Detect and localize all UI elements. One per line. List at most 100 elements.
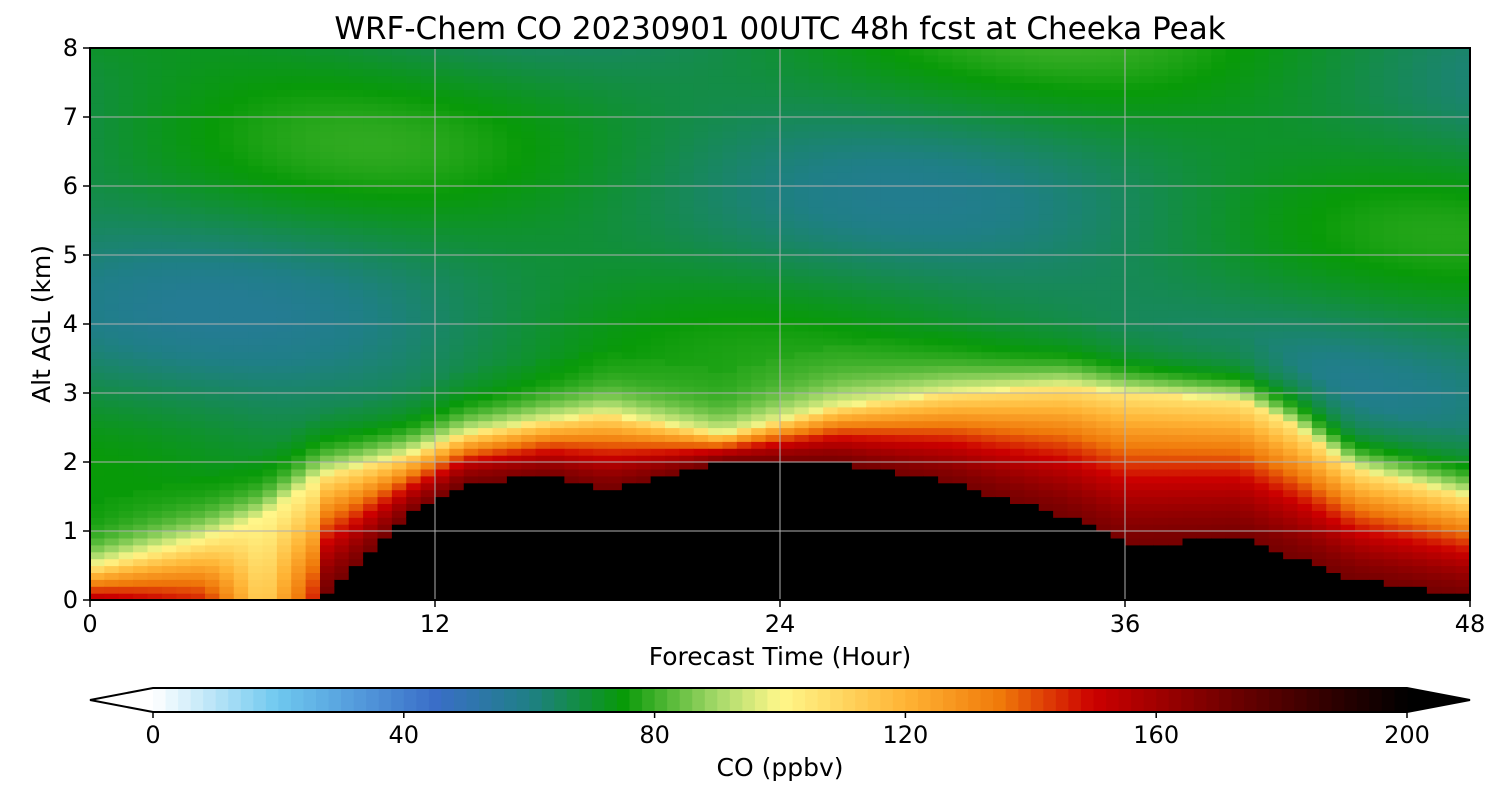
field-cell bbox=[435, 531, 450, 539]
field-cell bbox=[866, 324, 882, 332]
field-cell bbox=[823, 524, 839, 532]
field-cell bbox=[248, 172, 264, 180]
field-cell bbox=[693, 123, 709, 132]
field-cell bbox=[909, 296, 925, 304]
field-cell bbox=[449, 537, 465, 546]
field-cell bbox=[981, 531, 997, 539]
field-cell bbox=[751, 475, 767, 484]
field-cell bbox=[305, 379, 321, 387]
field-cell bbox=[765, 379, 781, 387]
field-cell bbox=[981, 579, 997, 587]
field-cell bbox=[794, 386, 810, 394]
field-cell bbox=[90, 579, 105, 587]
field-cell bbox=[420, 544, 436, 553]
field-cell bbox=[765, 572, 781, 580]
field-cell bbox=[118, 282, 134, 291]
field-cell bbox=[535, 234, 551, 242]
field-cell bbox=[880, 317, 896, 325]
field-cell bbox=[650, 103, 666, 111]
field-cell bbox=[305, 241, 321, 249]
field-cell bbox=[794, 296, 810, 304]
field-cell bbox=[190, 572, 206, 580]
field-cell bbox=[305, 427, 321, 435]
field-cell bbox=[348, 324, 364, 332]
field-cell bbox=[650, 579, 666, 587]
field-cell bbox=[435, 268, 450, 277]
field-cell bbox=[966, 130, 982, 139]
field-cell bbox=[909, 172, 925, 180]
field-cell bbox=[406, 179, 422, 187]
field-cell bbox=[895, 406, 910, 415]
field-cell bbox=[190, 68, 206, 77]
field-cell bbox=[665, 234, 680, 242]
field-cell bbox=[966, 220, 982, 228]
field-cell bbox=[851, 565, 867, 573]
field-cell bbox=[564, 227, 580, 235]
field-cell bbox=[190, 496, 206, 504]
field-cell bbox=[693, 337, 709, 346]
field-cell bbox=[104, 303, 120, 311]
field-cell bbox=[406, 303, 422, 311]
field-cell bbox=[176, 379, 192, 387]
field-cell bbox=[593, 427, 609, 435]
field-cell bbox=[535, 386, 551, 394]
field-cell bbox=[190, 475, 206, 484]
field-cell bbox=[291, 296, 307, 304]
field-cell bbox=[521, 503, 537, 511]
field-cell bbox=[248, 268, 264, 277]
field-cell bbox=[837, 123, 853, 132]
field-cell bbox=[463, 48, 479, 56]
field-cell bbox=[305, 413, 321, 422]
field-cell bbox=[895, 551, 910, 560]
field-cell bbox=[147, 179, 163, 187]
field-cell bbox=[535, 82, 551, 90]
field-cell bbox=[133, 358, 149, 366]
field-cell bbox=[636, 158, 652, 166]
field-cell bbox=[248, 48, 264, 56]
field-cell bbox=[564, 296, 580, 304]
field-cell bbox=[693, 448, 709, 456]
field-cell bbox=[895, 75, 910, 84]
field-cell bbox=[233, 227, 249, 235]
field-cell bbox=[233, 275, 249, 284]
field-cell bbox=[320, 524, 335, 532]
field-cell bbox=[952, 130, 968, 139]
field-cell bbox=[593, 586, 609, 594]
field-cell bbox=[420, 275, 436, 284]
field-cell bbox=[478, 399, 494, 408]
field-cell bbox=[262, 462, 278, 470]
field-cell bbox=[435, 510, 450, 518]
field-cell bbox=[923, 544, 939, 553]
field-cell bbox=[334, 310, 350, 318]
field-cell bbox=[161, 255, 177, 263]
field-cell bbox=[348, 544, 364, 553]
field-cell bbox=[650, 48, 666, 56]
field-cell bbox=[866, 448, 882, 456]
field-cell bbox=[90, 89, 105, 97]
field-cell bbox=[233, 61, 249, 70]
field-cell bbox=[665, 551, 680, 560]
field-cell bbox=[262, 399, 278, 408]
field-cell bbox=[449, 517, 465, 525]
field-cell bbox=[478, 448, 494, 456]
field-cell bbox=[205, 517, 220, 525]
field-cell bbox=[305, 565, 321, 573]
field-cell bbox=[650, 199, 666, 208]
field-cell bbox=[262, 61, 278, 70]
field-cell bbox=[406, 165, 422, 173]
field-cell bbox=[478, 593, 494, 601]
field-cell bbox=[550, 151, 565, 159]
field-cell bbox=[420, 351, 436, 360]
field-cell bbox=[938, 144, 954, 153]
field-cell bbox=[506, 199, 522, 208]
field-cell bbox=[248, 68, 264, 77]
field-cell bbox=[751, 344, 767, 353]
field-cell bbox=[535, 117, 551, 125]
field-cell bbox=[348, 234, 364, 242]
field-cell bbox=[808, 186, 824, 194]
field-cell bbox=[435, 386, 450, 394]
field-cell bbox=[938, 241, 954, 249]
field-cell bbox=[190, 303, 206, 311]
field-cell bbox=[679, 61, 695, 70]
field-cell bbox=[679, 275, 695, 284]
